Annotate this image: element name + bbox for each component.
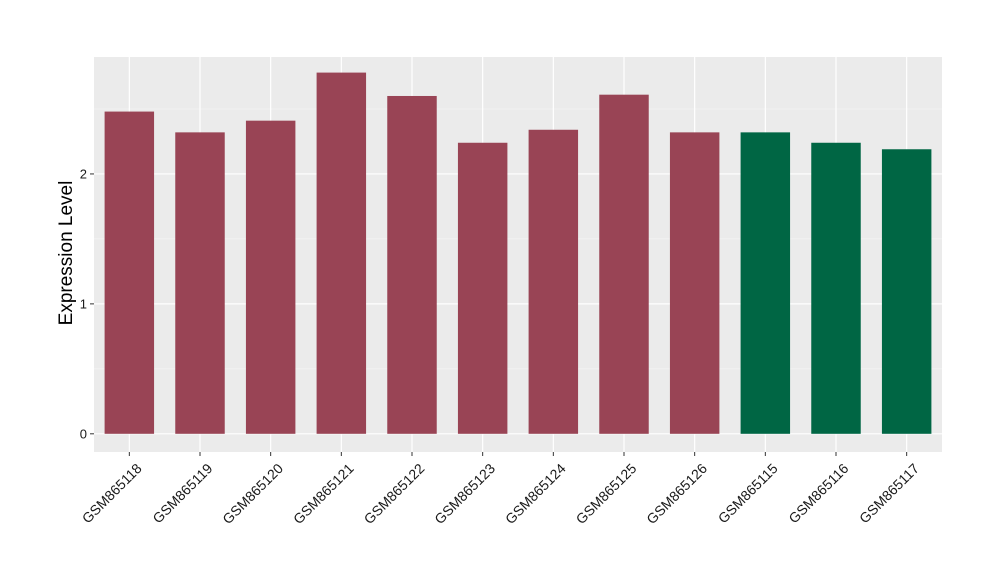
bars [104, 72, 932, 434]
x-tick-label: GSM865119 [149, 460, 215, 526]
bar-GSM865117 [881, 149, 932, 434]
x-tick-label: GSM865121 [290, 460, 357, 527]
bar-GSM865119 [175, 132, 225, 434]
x-tick-label: GSM865116 [785, 460, 851, 526]
x-tick-label: GSM865122 [361, 460, 428, 527]
bar-GSM865125 [599, 94, 649, 434]
bar-GSM865121 [316, 72, 367, 434]
x-tick-label: GSM865117 [856, 460, 922, 526]
bar-GSM865126 [669, 132, 720, 434]
x-tick-label: GSM865123 [431, 460, 498, 527]
bar-GSM865115 [740, 132, 791, 434]
y-axis-title: Expression Level [56, 181, 77, 326]
bar-GSM865118 [104, 111, 155, 434]
bar-GSM865122 [387, 95, 437, 434]
y-tick-label: 0 [80, 426, 87, 441]
bar-GSM865120 [245, 120, 296, 434]
bar-GSM865116 [811, 142, 861, 434]
y-tick-label: 1 [80, 296, 87, 311]
bar-GSM865124 [528, 129, 579, 434]
x-tick-label: GSM865118 [79, 460, 145, 526]
x-tick-label: GSM865124 [502, 460, 569, 527]
x-axis: GSM865118 GSM865119 GSM865120 GSM865121 GSM8… [79, 452, 922, 527]
y-tick-label: 2 [80, 166, 87, 181]
x-tick-label: GSM865115 [715, 460, 781, 526]
plot-panel [94, 57, 942, 452]
bar-GSM865123 [457, 142, 508, 434]
y-axis: 0 1 2 [80, 166, 94, 441]
x-tick-label: GSM865125 [573, 460, 640, 527]
x-tick-label: GSM865126 [643, 460, 710, 527]
x-tick-label: GSM865120 [219, 460, 286, 527]
